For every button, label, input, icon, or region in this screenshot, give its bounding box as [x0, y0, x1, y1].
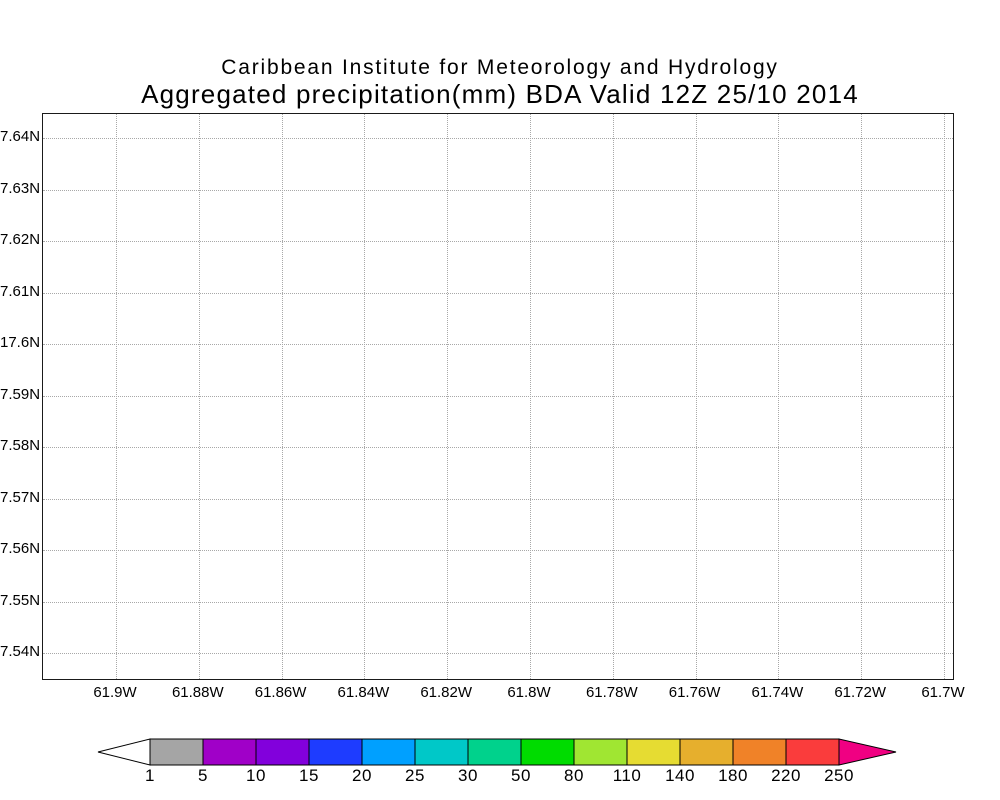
- colorbar-cell: [414, 738, 469, 766]
- colorbar-level-label: 10: [246, 766, 266, 785]
- x-tick-label: 61.74W: [751, 684, 804, 701]
- colorbar-cell: [732, 738, 787, 766]
- horizontal-gridline: [43, 189, 953, 191]
- x-tick-label: 61.78W: [585, 684, 638, 701]
- vertical-gridline: [198, 114, 200, 679]
- x-tick-label: 61.8W: [507, 684, 551, 701]
- vertical-gridline: [861, 114, 863, 679]
- colorbar-level-label: 5: [198, 766, 208, 785]
- x-tick-label: 61.76W: [668, 684, 721, 701]
- vertical-gridline: [944, 114, 945, 679]
- colorbar-cell: [785, 738, 840, 766]
- colorbar-cell: [626, 738, 681, 766]
- horizontal-gridline: [43, 344, 953, 345]
- colorbar-level-label: 30: [458, 766, 478, 785]
- y-tick-label: 7.57N: [0, 488, 41, 506]
- colorbar-level-label: 15: [299, 766, 319, 785]
- colorbar-cell: [467, 738, 522, 766]
- y-tick-label: 7.63N: [0, 179, 41, 197]
- colorbar-level-label: 110: [612, 766, 642, 785]
- colorbar-level-label: 180: [718, 766, 748, 785]
- vertical-gridline: [281, 114, 283, 679]
- horizontal-gridline: [43, 550, 953, 551]
- colorbar-level-label: 1: [145, 766, 155, 785]
- y-tick-label: 7.56N: [0, 540, 41, 557]
- horizontal-gridline: [43, 447, 953, 448]
- horizontal-gridline: [43, 498, 953, 500]
- colorbar-under-arrow: [97, 738, 151, 766]
- colorbar-cell: [255, 738, 310, 766]
- colorbar-cell: [573, 738, 628, 766]
- colorbar-cell: [361, 738, 416, 766]
- horizontal-gridline: [43, 601, 953, 603]
- vertical-gridline: [778, 114, 780, 679]
- y-tick-label: 7.58N: [0, 437, 41, 454]
- y-tick-label: 17.6N: [0, 334, 41, 351]
- colorbar-cell: [308, 738, 363, 766]
- colorbar-level-label: 50: [511, 766, 531, 785]
- vertical-gridline: [447, 114, 449, 679]
- y-tick-label: 7.55N: [0, 591, 41, 609]
- institute-title: Caribbean Institute for Meteorology and …: [221, 56, 779, 79]
- vertical-gridline: [612, 114, 614, 679]
- x-tick-label: 61.88W: [171, 684, 224, 701]
- x-tick-label: 61.86W: [254, 684, 307, 701]
- x-tick-label: 61.7W: [921, 684, 965, 701]
- vertical-gridline: [530, 114, 531, 679]
- horizontal-gridline: [43, 653, 953, 654]
- colorbar-level-label: 80: [564, 766, 584, 785]
- x-tick-label: 61.82W: [420, 684, 473, 701]
- chart-title: Aggregated precipitation(mm) BDA Valid 1…: [141, 79, 859, 109]
- horizontal-gridline: [43, 292, 953, 294]
- colorbar-over-arrow: [838, 738, 897, 766]
- y-tick-label: 7.61N: [0, 282, 41, 300]
- x-tick-label: 61.9W: [93, 684, 137, 701]
- horizontal-gridline: [43, 138, 953, 139]
- vertical-gridline: [116, 114, 117, 679]
- vertical-gridline: [364, 114, 366, 679]
- x-tick-label: 61.84W: [337, 684, 390, 701]
- colorbar-level-label: 250: [824, 766, 854, 785]
- colorbar-legend: [97, 738, 897, 766]
- y-tick-label: 7.64N: [0, 128, 41, 145]
- colorbar-cell: [520, 738, 575, 766]
- vertical-gridline: [695, 114, 697, 679]
- colorbar-cell: [202, 738, 257, 766]
- colorbar-level-label: 25: [405, 766, 425, 785]
- colorbar-level-label: 140: [665, 766, 695, 785]
- y-tick-label: 7.54N: [0, 643, 41, 660]
- y-tick-label: 7.59N: [0, 385, 41, 403]
- y-tick-label: 7.62N: [0, 231, 41, 248]
- colorbar-level-label: 20: [352, 766, 372, 785]
- colorbar-cell: [679, 738, 734, 766]
- horizontal-gridline: [43, 241, 953, 242]
- x-tick-label: 61.72W: [834, 684, 887, 701]
- colorbar-level-label: 220: [771, 766, 801, 785]
- colorbar-cell: [149, 738, 204, 766]
- horizontal-gridline: [43, 395, 953, 397]
- map-plot-area: [42, 113, 954, 680]
